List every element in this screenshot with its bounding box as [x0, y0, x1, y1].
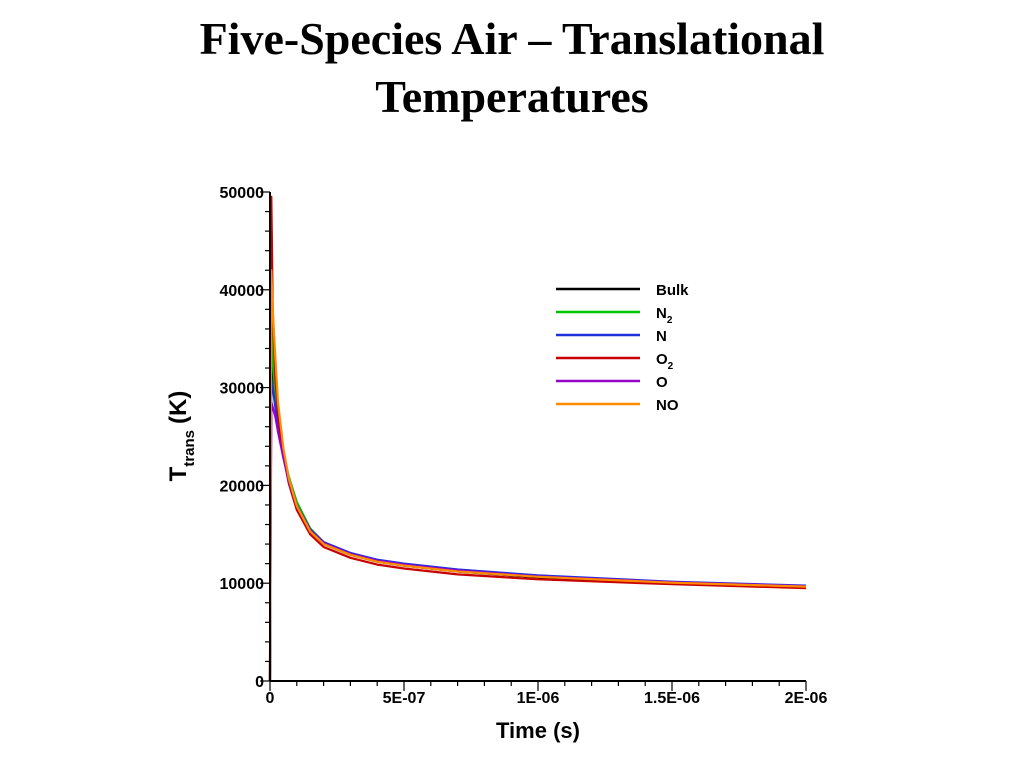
chart-legend: Bulk N2 N O2 O NO	[556, 282, 689, 414]
x-tick-label: 0	[266, 690, 275, 707]
series-line-n	[268, 376, 807, 682]
title-line-2: Temperatures	[375, 71, 649, 122]
series-line-o	[268, 401, 807, 682]
x-tick-label: 2E-06	[785, 690, 828, 707]
legend-label: N2	[656, 305, 673, 326]
y-axis-label-unit: (K)	[165, 391, 192, 424]
series-line-bulk	[268, 210, 807, 682]
y-axis-label-main: T	[165, 466, 192, 481]
legend-label: Bulk	[656, 282, 689, 299]
y-tick-label: 50000	[220, 185, 265, 202]
x-tick-label: 1E-06	[517, 690, 560, 707]
legend-label: O	[656, 374, 668, 391]
x-tick-label: 5E-07	[383, 690, 426, 707]
y-axis-label: Ttrans (K)	[165, 391, 198, 482]
legend-label: NO	[656, 397, 679, 414]
legend-label: N	[656, 328, 667, 345]
series-line-no	[268, 269, 807, 682]
y-tick-label: 40000	[220, 283, 265, 300]
title-line-1: Five-Species Air – Translational	[199, 13, 825, 64]
slide-title: Five-Species Air – Translational Tempera…	[0, 10, 1024, 126]
y-axis-label-sub: trans	[181, 430, 198, 467]
y-tick-label: 20000	[220, 478, 265, 495]
y-tick-label: 0	[255, 674, 264, 691]
y-tick-label: 10000	[220, 576, 265, 593]
axis-layer: 0 10000 20000 30000 40000 50000 0 5E-07 1E-06 1.5…	[220, 185, 828, 707]
series-line-o2	[268, 195, 807, 682]
y-tick-label: 30000	[220, 381, 265, 398]
x-axis-label: Time (s)	[496, 718, 580, 743]
series-line-n2	[268, 288, 807, 682]
x-tick-label: 1.5E-06	[644, 690, 700, 707]
legend-label: O2	[656, 351, 674, 372]
series-layer	[268, 195, 807, 682]
